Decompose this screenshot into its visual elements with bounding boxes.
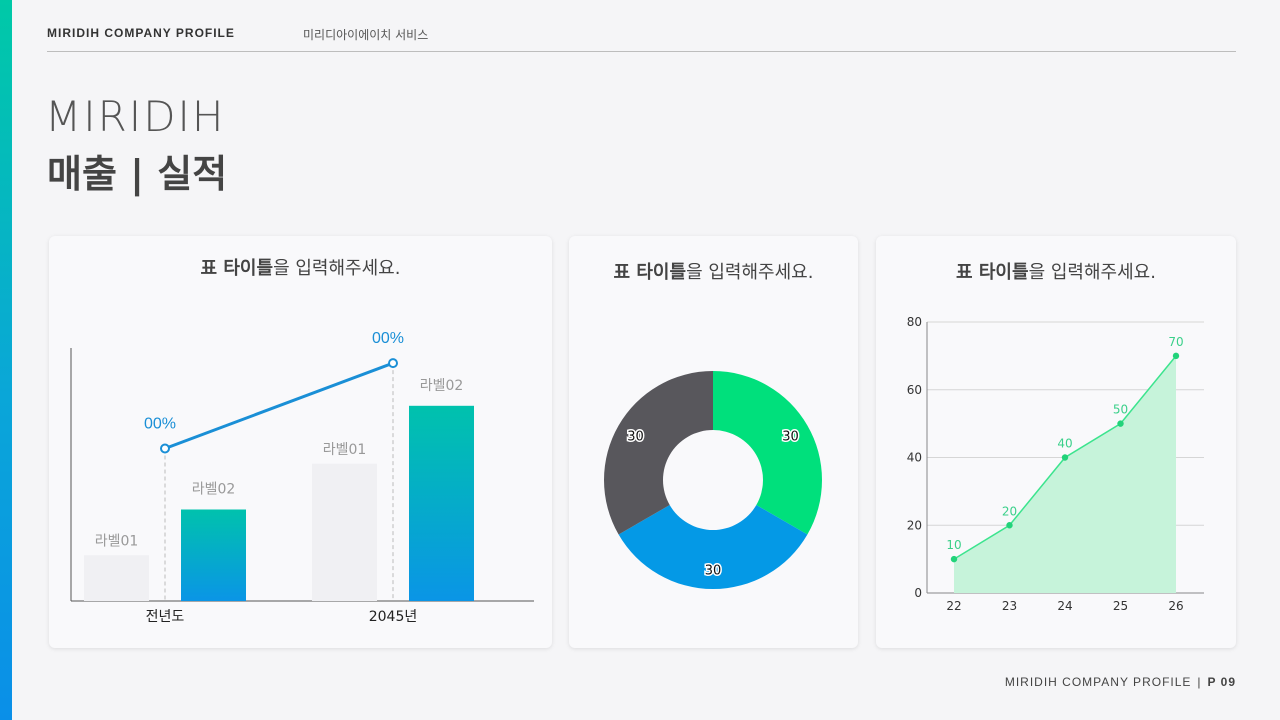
area-chart-svg: 0 20 40 60 80 10 20 40 50 70 22 23 24 25 26: [907, 315, 1204, 613]
donut-label-0: 30: [782, 429, 799, 444]
donut-chart-svg: 30 30 30: [604, 371, 822, 589]
area-x-tick-3: 25: [1113, 599, 1128, 613]
footer-company: MIRIDIH COMPANY PROFILE: [1004, 675, 1192, 689]
accent-bar: [0, 0, 12, 720]
area-y-tick-3: 60: [907, 383, 922, 397]
bar-chart-svg: 라벨01 라벨02 전년도 라벨01 라벨02 2045년 00% 00%: [70, 330, 534, 625]
bar-trend-line: [164, 361, 394, 450]
bar-label02-text-0: 라벨02: [192, 482, 236, 498]
bar-trend-label-0: 00%: [144, 416, 176, 433]
area-chart-title-bold: 표 타이틀: [956, 262, 1029, 283]
bar-label02-text-1: 라벨02: [420, 378, 464, 394]
bar-label01-text-0: 라벨01: [95, 533, 139, 549]
header-divider: [47, 51, 1236, 52]
header-company: MIRIDIH COMPANY PROFILE: [47, 26, 235, 40]
bar-label02-1: [409, 405, 474, 601]
area-fill: [954, 355, 1176, 593]
bar-chart-card: 표 타이틀을 입력해주세요. 라벨01 라벨02 전년도 라벨01 라벨02 2045년 0…: [49, 236, 552, 648]
donut-slice-1: [618, 505, 808, 589]
bar-trend-label-1: 00%: [372, 330, 404, 347]
donut-label-1: 30: [705, 564, 722, 579]
donut-slice-0: [713, 371, 822, 535]
bar-chart-title-rest: 을 입력해주세요.: [273, 258, 401, 279]
donut-chart-title: 표 타이틀을 입력해주세요.: [569, 258, 858, 284]
area-x-tick-4: 26: [1168, 599, 1183, 613]
bar-category-0: 전년도: [146, 609, 185, 625]
area-x-tick-0: 22: [946, 599, 961, 613]
area-y-tick-4: 80: [907, 315, 922, 329]
area-chart-title-rest: 을 입력해주세요.: [1028, 262, 1156, 283]
area-point-2: [1061, 454, 1069, 461]
donut-slice-2: [604, 371, 713, 535]
area-point-0: [950, 555, 958, 563]
donut-chart-title-bold: 표 타이틀: [613, 262, 687, 283]
bar-chart-title-bold: 표 타이틀: [200, 258, 274, 279]
area-value-label-4: 70: [1168, 335, 1183, 349]
area-x-tick-2: 24: [1057, 599, 1072, 613]
area-value-label-2: 40: [1057, 437, 1072, 451]
page-title-en: MIRIDIH: [45, 92, 226, 141]
area-point-3: [1117, 420, 1124, 427]
area-value-label-1: 20: [1002, 504, 1017, 518]
area-chart-title: 표 타이틀을 입력해주세요.: [876, 258, 1236, 284]
bar-chart-title: 표 타이틀을 입력해주세요.: [49, 254, 552, 280]
page-title-ko: 매출 | 실적: [47, 152, 228, 196]
footer-separator: |: [1197, 675, 1202, 689]
area-y-tick-1: 20: [907, 518, 922, 532]
header-subtitle: 미리디아이에이치 서비스: [303, 28, 429, 42]
bar-label01-1: [312, 463, 377, 601]
footer: MIRIDIH COMPANY PROFILE | P 09: [1005, 675, 1236, 689]
area-y-tick-0: 0: [914, 586, 922, 600]
footer-page-number: P 09: [1207, 675, 1236, 689]
bar-category-1: 2045년: [369, 609, 418, 625]
area-point-1: [1006, 522, 1013, 529]
bar-label02-0: [181, 509, 246, 601]
area-point-4: [1172, 352, 1180, 360]
area-value-label-3: 50: [1113, 403, 1128, 417]
donut-chart-card: 표 타이틀을 입력해주세요. 30 30 30: [569, 236, 858, 648]
bar-label01-text-1: 라벨01: [323, 442, 367, 458]
area-value-label-0: 10: [946, 538, 961, 552]
donut-chart-title-rest: 을 입력해주세요.: [686, 262, 814, 283]
area-y-tick-2: 40: [907, 451, 922, 465]
donut-label-2: 30: [627, 429, 644, 444]
area-chart-card: 표 타이틀을 입력해주세요. 0 20 40 60 80 10 20 40 50 70 22 23 24…: [876, 236, 1236, 648]
bar-trend-point-1: [388, 358, 398, 369]
bar-label01-0: [84, 555, 149, 601]
area-x-tick-1: 23: [1002, 599, 1017, 613]
bar-trend-point-0: [160, 443, 170, 454]
